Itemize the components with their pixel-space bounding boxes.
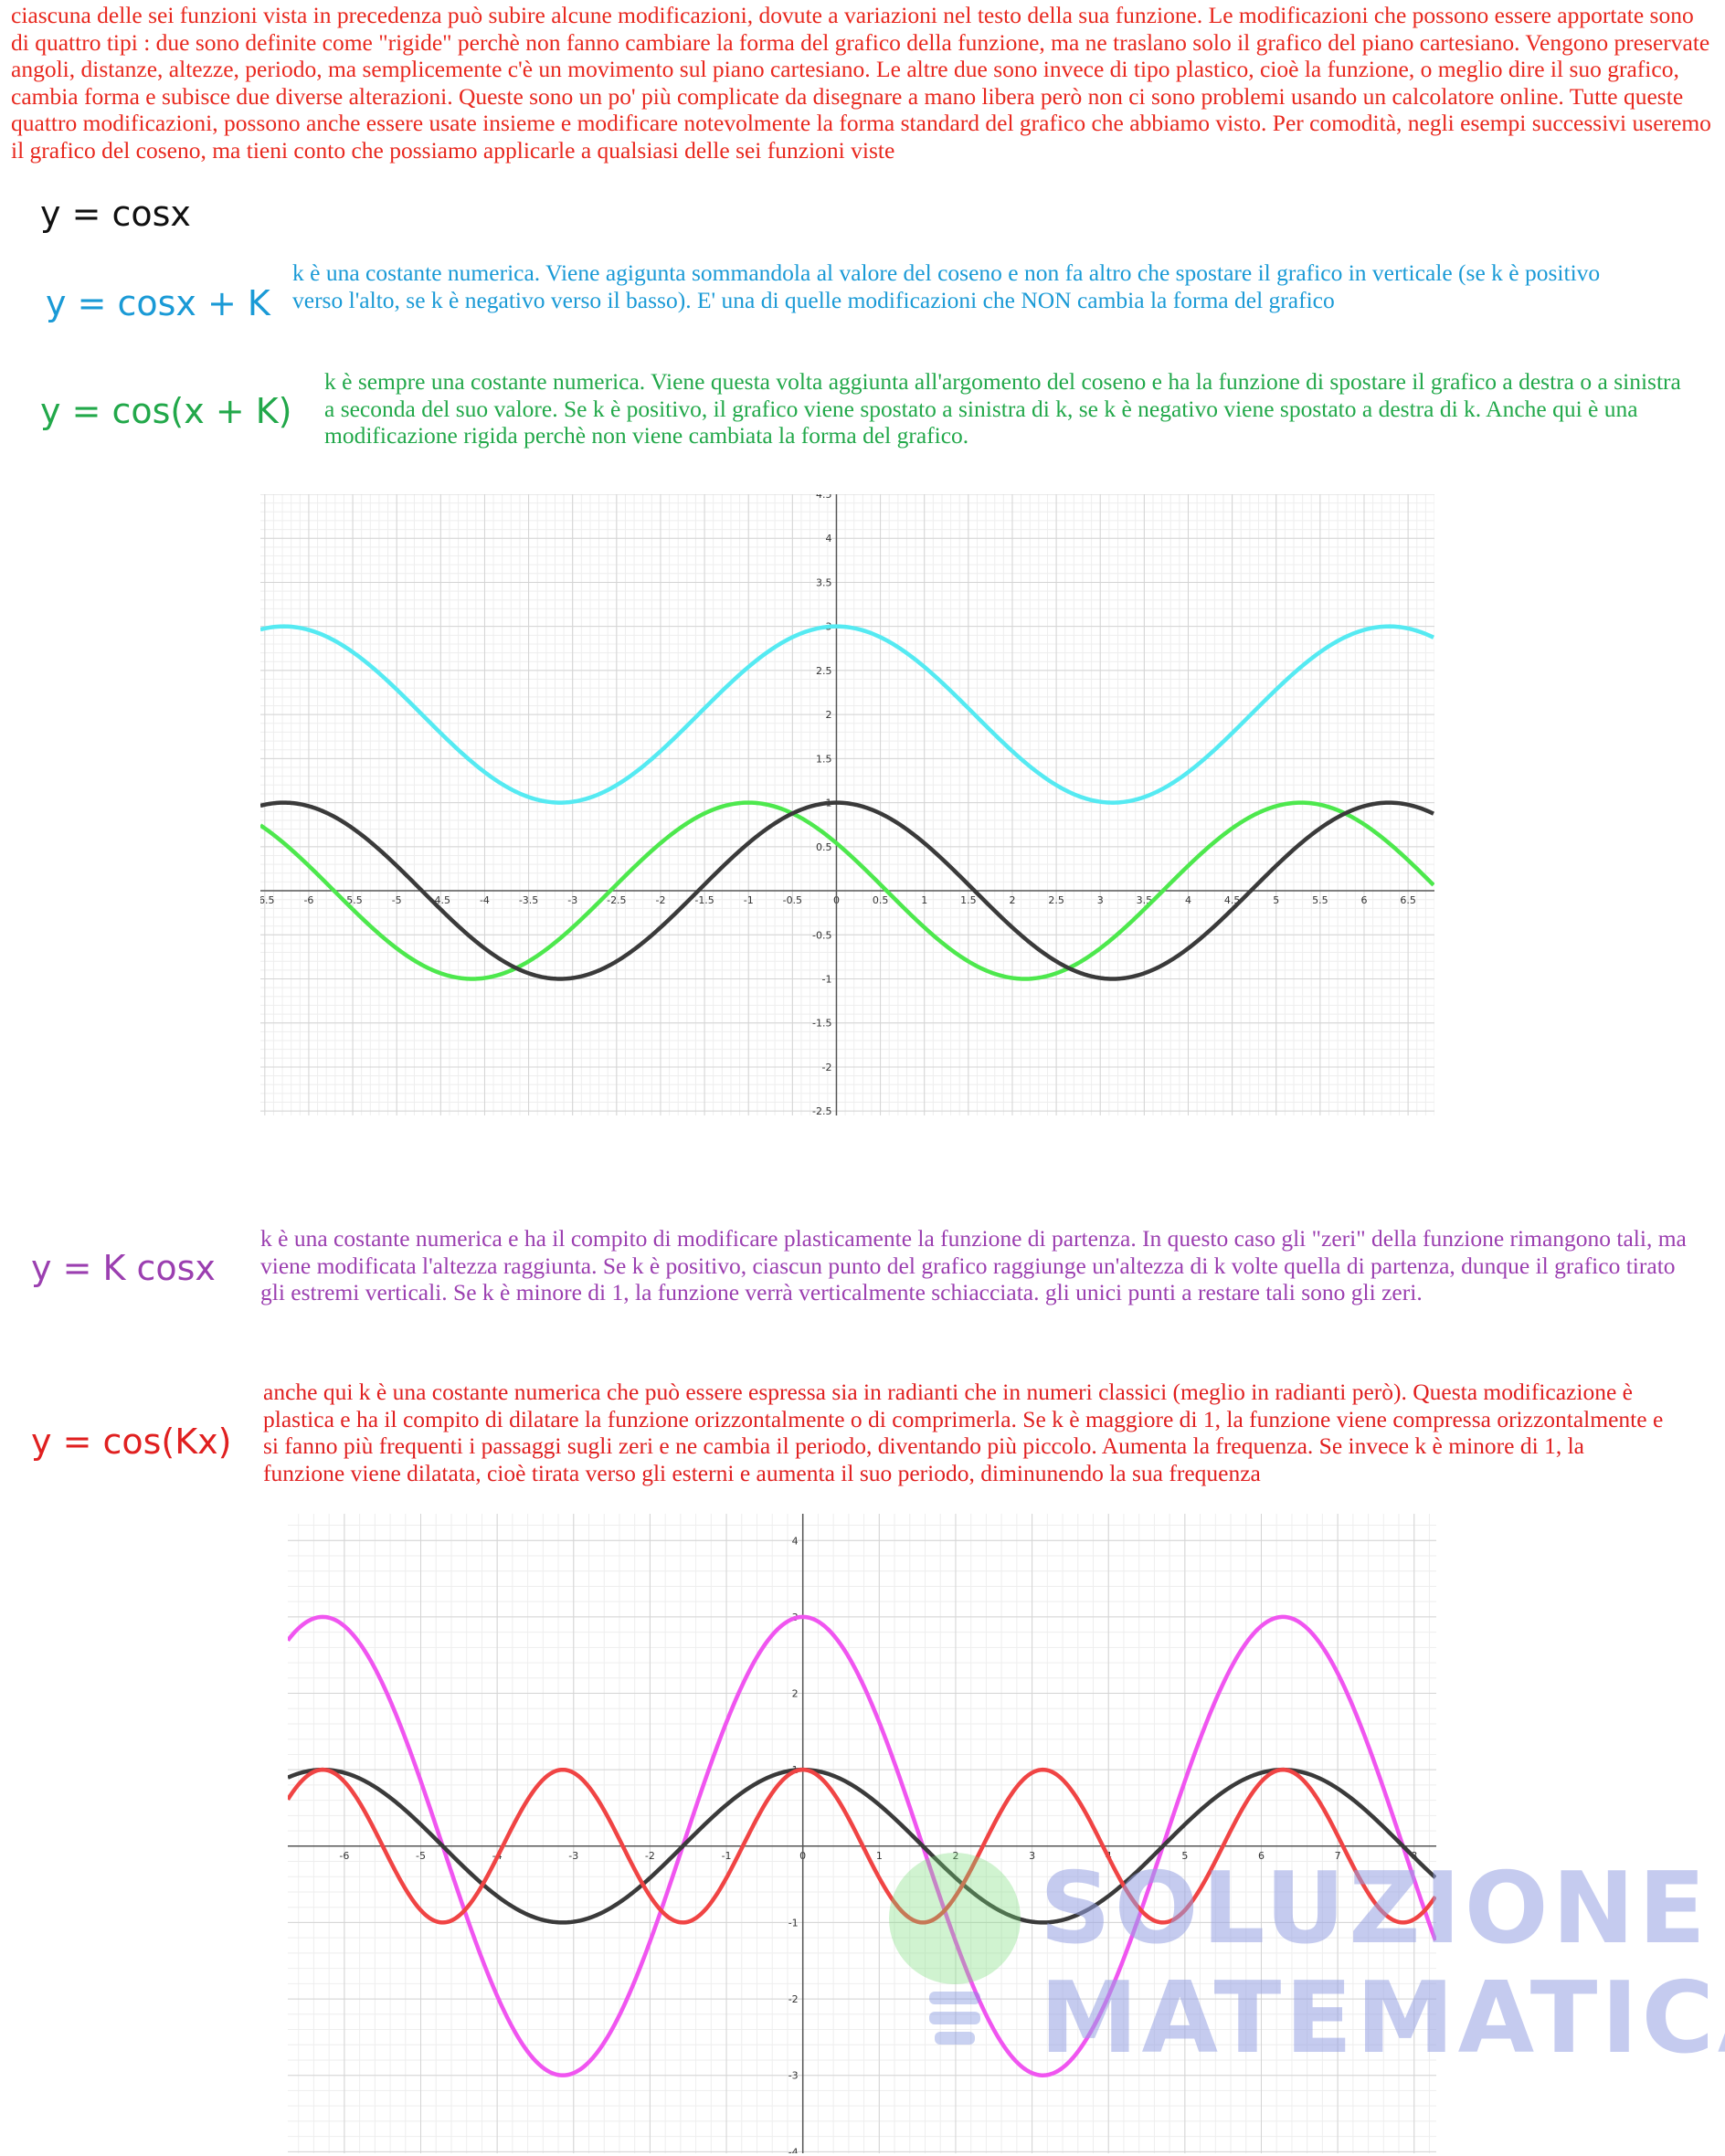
- x-tick-label: -1: [722, 1850, 732, 1862]
- curve: [288, 1767, 1436, 1925]
- curve: [260, 800, 1434, 981]
- x-tick-label: 5: [1273, 894, 1279, 906]
- y-tick-label: -4: [788, 2146, 799, 2153]
- x-tick-label: 3: [1097, 894, 1104, 906]
- y-tick-label: 1.5: [816, 753, 832, 765]
- x-tick-label: -6.5: [260, 894, 275, 906]
- section-text: k è una costante numerica. Viene agigunt…: [292, 259, 1601, 313]
- formula: y = K cosx: [31, 1248, 216, 1288]
- x-tick-label: 4: [1185, 894, 1191, 906]
- x-tick-label: 1: [876, 1850, 883, 1862]
- formula: y = cos(Kx): [31, 1421, 232, 1462]
- x-tick-label: 6.5: [1400, 894, 1416, 906]
- x-tick-label: 3: [1029, 1850, 1035, 1862]
- x-tick-label: 2.5: [1048, 894, 1064, 906]
- x-tick-label: -2.5: [607, 894, 626, 906]
- y-tick-label: -0.5: [812, 929, 831, 941]
- y-tick-label: -1.5: [812, 1018, 831, 1030]
- x-tick-label: 1.5: [960, 894, 977, 906]
- y-tick-label: -2: [788, 1993, 799, 2005]
- x-tick-label: 5.5: [1312, 894, 1328, 906]
- x-tick-label: -2: [655, 894, 665, 906]
- y-tick-label: 2: [825, 709, 831, 721]
- x-tick-label: -6: [339, 1850, 349, 1862]
- formula: y = cosx + K: [46, 283, 270, 323]
- formula: y = cos(x + K): [40, 391, 292, 431]
- y-tick-label: -2: [821, 1062, 831, 1073]
- x-tick-label: 5: [1181, 1850, 1188, 1862]
- x-tick-label: -6: [303, 894, 313, 906]
- x-tick-label: -5: [392, 894, 402, 906]
- x-tick-label: -1: [744, 894, 754, 906]
- curve: [288, 1767, 1436, 1925]
- x-tick-label: 2: [952, 1850, 958, 1862]
- curve: [260, 800, 1434, 981]
- y-tick-label: -1: [821, 973, 831, 985]
- x-tick-label: 2: [1009, 894, 1015, 906]
- x-tick-label: 6: [1360, 894, 1367, 906]
- x-tick-label: 7: [1335, 1850, 1341, 1862]
- formula: y = cosx: [40, 194, 191, 234]
- watermark-icon: [889, 1853, 1021, 2045]
- x-tick-label: 1: [921, 894, 927, 906]
- y-tick-label: 4: [825, 533, 831, 544]
- x-tick-label: -0.5: [783, 894, 802, 906]
- x-tick-label: -3: [568, 1850, 578, 1862]
- y-tick-label: -3: [788, 2070, 799, 2082]
- section-text: anche qui k è una costante numerica che …: [263, 1379, 1664, 1486]
- graph: -6.5-6-5.5-5-4.5-4-3.5-3-2.5-2-1.5-1-0.5…: [260, 494, 1434, 1115]
- x-tick-label: -4: [480, 894, 490, 906]
- y-tick-label: -1: [788, 1917, 799, 1929]
- y-tick-label: 2.5: [816, 665, 832, 677]
- intro: ciascuna delle sei funzioni vista in pre…: [11, 2, 1711, 164]
- x-tick-label: -1.5: [694, 894, 714, 906]
- watermark: SOLUZIONE: [1040, 1852, 1709, 1966]
- y-tick-label: 4: [792, 1535, 799, 1547]
- curve: [260, 624, 1434, 805]
- section-text: k è sempre una costante numerica. Viene …: [324, 368, 1681, 449]
- x-tick-label: -3: [567, 894, 577, 906]
- y-tick-label: 2: [792, 1688, 799, 1700]
- x-tick-label: 6: [1258, 1850, 1265, 1862]
- curve: [288, 1614, 1436, 2077]
- y-tick-label: -2.5: [812, 1105, 831, 1115]
- x-tick-label: -5: [416, 1850, 426, 1862]
- x-tick-label: -2: [645, 1850, 655, 1862]
- watermark: MATEMATICA: [1040, 1961, 1725, 2076]
- y-tick-label: 0.5: [816, 841, 832, 853]
- section-text: k è una costante numerica e ha il compit…: [260, 1225, 1687, 1306]
- x-tick-label: -3.5: [519, 894, 538, 906]
- y-tick-label: 3.5: [816, 576, 832, 588]
- y-tick-label: 4.5: [816, 494, 832, 501]
- x-tick-label: 0.5: [873, 894, 889, 906]
